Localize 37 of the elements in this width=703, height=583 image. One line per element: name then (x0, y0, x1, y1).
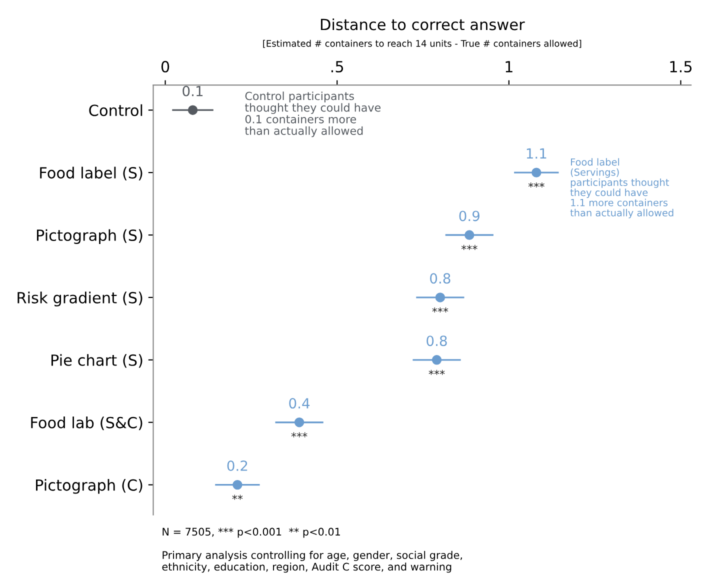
data-label: 1.1 (526, 148, 546, 159)
x-tick-label: 0 (161, 60, 170, 72)
x-tick-label: .5 (331, 61, 344, 72)
annotation: Food label (Servings) participants thought they could have 1.1 more containers than actually allowed (570, 158, 674, 218)
annotation: *** (432, 307, 448, 312)
point (232, 480, 242, 490)
y-tick-label: Pictograph (S) (36, 229, 142, 244)
annotation: *** (291, 432, 308, 438)
text: Primary analysis controlling for age, gender, social grade, ethnicity, education, region, Audit C score, and warning (162, 550, 462, 573)
text: N = 7505, *** p<0.001 ** p<0.01 (162, 528, 340, 538)
point (188, 105, 198, 115)
annotation: *** (528, 182, 544, 188)
point (294, 418, 304, 428)
y-tick-label: Food lab (S&C) (31, 416, 142, 430)
x-tick-label: 1 (506, 61, 512, 72)
y-tick-label: Risk gradient (S) (18, 292, 142, 306)
point (435, 292, 446, 302)
annotation: *** (428, 370, 445, 375)
data-label: 0.1 (182, 86, 203, 96)
annotation: *** (461, 244, 478, 250)
data-label: 0.2 (227, 460, 248, 472)
y-tick-label: Food label (S) (40, 166, 142, 180)
point (464, 230, 474, 240)
y-tick-label: Pie chart (S) (51, 354, 142, 368)
annotation: Control participants thought they could have 0.1 containers more than actually allowed (244, 92, 381, 138)
data-label: 0.4 (289, 398, 310, 409)
annotation: ** (232, 494, 243, 500)
x-axis-title: Distance to correct answer (320, 18, 525, 30)
point (532, 168, 542, 178)
point (432, 355, 442, 365)
data-label: 0.8 (426, 336, 447, 346)
data-label: 0.8 (430, 273, 450, 284)
y-tick-label: Control (89, 104, 142, 116)
x-tick-label: 1.5 (670, 61, 692, 72)
data-label: 0.9 (459, 210, 480, 222)
text: [Estimated # containers to reach 14 units - True # containers allowed] (263, 40, 582, 48)
y-tick-label: Pictograph (C) (36, 479, 142, 494)
